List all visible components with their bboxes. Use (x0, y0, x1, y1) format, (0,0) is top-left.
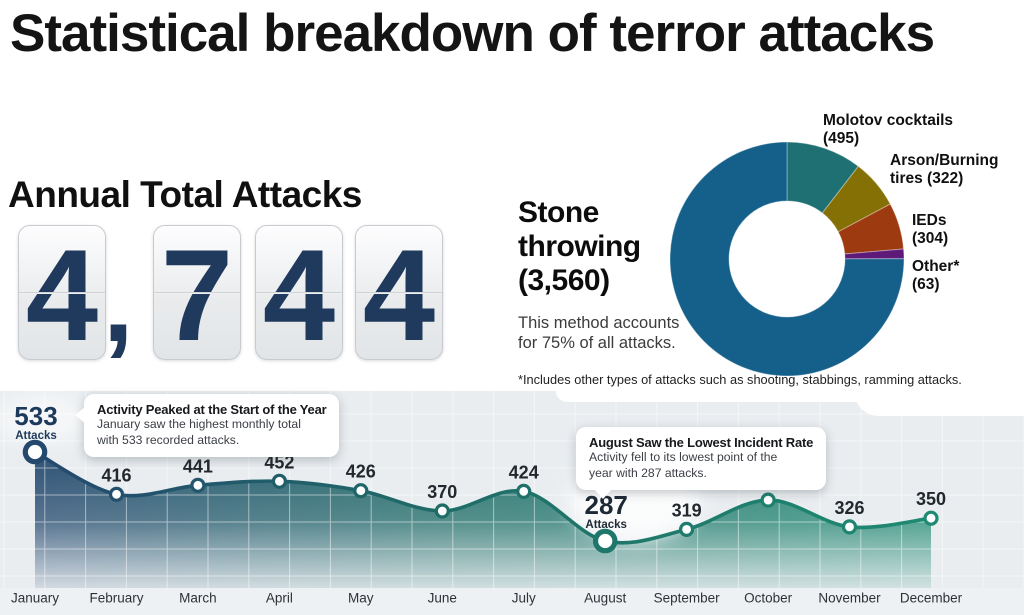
flip-card-split-line (356, 292, 442, 294)
callout-pointer-down (594, 489, 612, 499)
donut-chart (669, 141, 905, 377)
value-label-may: 426 (346, 462, 376, 482)
callout-body-line: with 533 recorded attacks. (97, 432, 240, 447)
data-point-november (841, 519, 858, 535)
annual-total-heading: Annual Total Attacks (8, 174, 362, 215)
flip-card-2: 7 (153, 225, 241, 360)
month-label-october: October (744, 591, 793, 606)
label-halo (0, 394, 88, 444)
slice-label-other: Other* (63) (912, 258, 960, 293)
month-label-august: August (584, 591, 626, 606)
flip-card-1: 4 (18, 225, 106, 360)
callout-pointer-left (75, 407, 85, 423)
data-point-february (108, 486, 125, 502)
monthly-attacks-area-chart: 533AttacksJanuary416February441March452A… (0, 391, 1024, 615)
value-label-july: 424 (509, 462, 539, 482)
slice-label-ieds: IEDs (304) (912, 212, 949, 247)
month-label-february: February (89, 591, 143, 606)
value-label-april: 452 (264, 452, 294, 472)
donut-slice-stone-throwing (669, 141, 905, 377)
slice-label-molotov-cocktails: Molotov cocktails (495) (823, 112, 954, 147)
data-point-august (592, 528, 618, 554)
month-label-march: March (179, 591, 217, 606)
donut-slice-molotov-cocktails (786, 141, 860, 214)
data-point-march (190, 477, 206, 493)
flip-card-3: 4 (255, 225, 343, 360)
data-point-may (353, 483, 369, 499)
flip-card-split-line (19, 292, 105, 294)
comma-separator: , (103, 242, 134, 365)
flip-card-4: 4 (355, 225, 443, 360)
flip-card-split-line (154, 292, 240, 294)
month-label-december: December (900, 591, 963, 606)
strip-top-white-edge (854, 391, 1024, 416)
callout-title: Activity Peaked at the Start of the Year (97, 402, 327, 417)
strip-top-white-edge (556, 391, 1024, 402)
callout-january-peak: Activity Peaked at the Start of the Year… (75, 394, 340, 457)
donut-footnote: *Includes other types of attacks such as… (518, 372, 962, 387)
area-fade (35, 452, 931, 588)
callout-body-line: January saw the highest monthly total (97, 417, 301, 431)
value-label-november: 326 (834, 498, 864, 518)
month-label-july: July (512, 591, 536, 606)
highlight-sublabel-january: Attacks (15, 430, 57, 442)
callout-body-line: Activity fell to its lowest point of the (589, 450, 778, 464)
data-point-december (923, 510, 939, 526)
data-point-july (516, 483, 532, 500)
callout-august-low: August Saw the Lowest Incident Rate Acti… (576, 427, 827, 499)
month-label-june: June (428, 591, 457, 606)
data-point-october (760, 492, 776, 508)
donut-main-slice-label: Stone throwing (3,560) (518, 196, 641, 297)
callout-body-line: year with 287 attacks. (589, 465, 707, 480)
page-title: Statistical breakdown of terror attacks (10, 4, 935, 63)
value-label-february: 416 (101, 465, 131, 485)
month-label-january: January (11, 591, 59, 606)
slice-label-arson-burning-tires: Arson/Burning tires (322) (890, 152, 999, 187)
callout-title: August Saw the Lowest Incident Rate (589, 435, 814, 450)
month-label-september: September (654, 591, 721, 606)
data-point-january (22, 439, 48, 465)
value-label-june: 370 (427, 482, 457, 502)
highlight-value-january: 533 (14, 401, 57, 431)
data-point-june (434, 503, 450, 519)
value-label-march: 441 (183, 456, 213, 476)
value-label-december: 350 (916, 489, 946, 509)
data-point-september (678, 521, 695, 537)
value-label-september: 319 (672, 500, 702, 520)
month-label-november: November (818, 591, 881, 606)
flip-card-split-line (256, 292, 342, 294)
month-label-april: April (266, 591, 293, 606)
month-label-may: May (348, 591, 374, 606)
month-label-band (0, 588, 1024, 615)
donut-subtext: This method accounts for 75% of all atta… (518, 314, 680, 352)
highlight-sublabel-august: Attacks (585, 519, 627, 531)
data-point-april (271, 473, 287, 489)
